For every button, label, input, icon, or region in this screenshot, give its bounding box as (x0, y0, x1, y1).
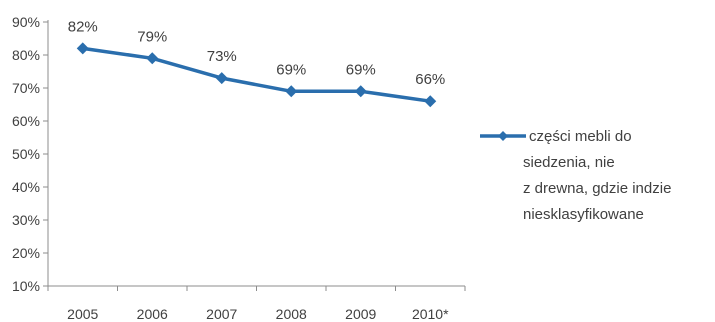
x-tick-label: 2008 (276, 306, 307, 322)
x-tick-label: 2009 (345, 306, 376, 322)
data-labels: 82% 79% 73% 69% 69% 66% (68, 18, 446, 88)
legend-marker (498, 131, 508, 141)
data-label: 69% (346, 61, 376, 78)
data-point-marker (146, 52, 159, 65)
y-tick-label: 20% (12, 245, 40, 261)
legend: części mebli do siedzenia, nie z drewna, g… (480, 128, 671, 223)
series-polyline (82, 46, 431, 103)
x-axis: 2005 2006 2007 2008 2009 2010* (47, 285, 466, 322)
y-tick-label: 10% (12, 278, 40, 294)
data-point-marker (285, 85, 298, 98)
legend-text-line: z drewna, gdzie indzie (523, 180, 671, 197)
data-point-marker (354, 85, 367, 98)
legend-text-line: niesklasyfikowane (523, 206, 644, 223)
series-line (76, 42, 437, 108)
y-tick-label: 80% (12, 47, 40, 63)
legend-text-line: części mebli do (529, 128, 632, 145)
y-tick-label: 70% (12, 80, 40, 96)
x-tick-label: 2007 (206, 306, 237, 322)
data-label: 66% (415, 71, 445, 88)
y-axis: 90% 80% 70% 60% 50% 40% 30% 20% 10% (12, 14, 49, 294)
data-point-marker (76, 42, 89, 55)
y-tick-label: 30% (12, 212, 40, 228)
legend-text-line: siedzenia, nie (523, 154, 615, 171)
data-point-marker (424, 95, 437, 108)
data-label: 73% (207, 48, 237, 65)
y-tick-label: 90% (12, 14, 40, 30)
data-label: 79% (137, 28, 167, 45)
data-point-marker (215, 72, 228, 85)
y-tick-label: 60% (12, 113, 40, 129)
data-label: 69% (276, 61, 306, 78)
x-tick-label: 2010* (412, 306, 449, 322)
x-tick-label: 2005 (67, 306, 98, 322)
y-tick-label: 50% (12, 146, 40, 162)
x-tick-label: 2006 (137, 306, 168, 322)
y-tick-label: 40% (12, 179, 40, 195)
data-label: 82% (68, 18, 98, 35)
